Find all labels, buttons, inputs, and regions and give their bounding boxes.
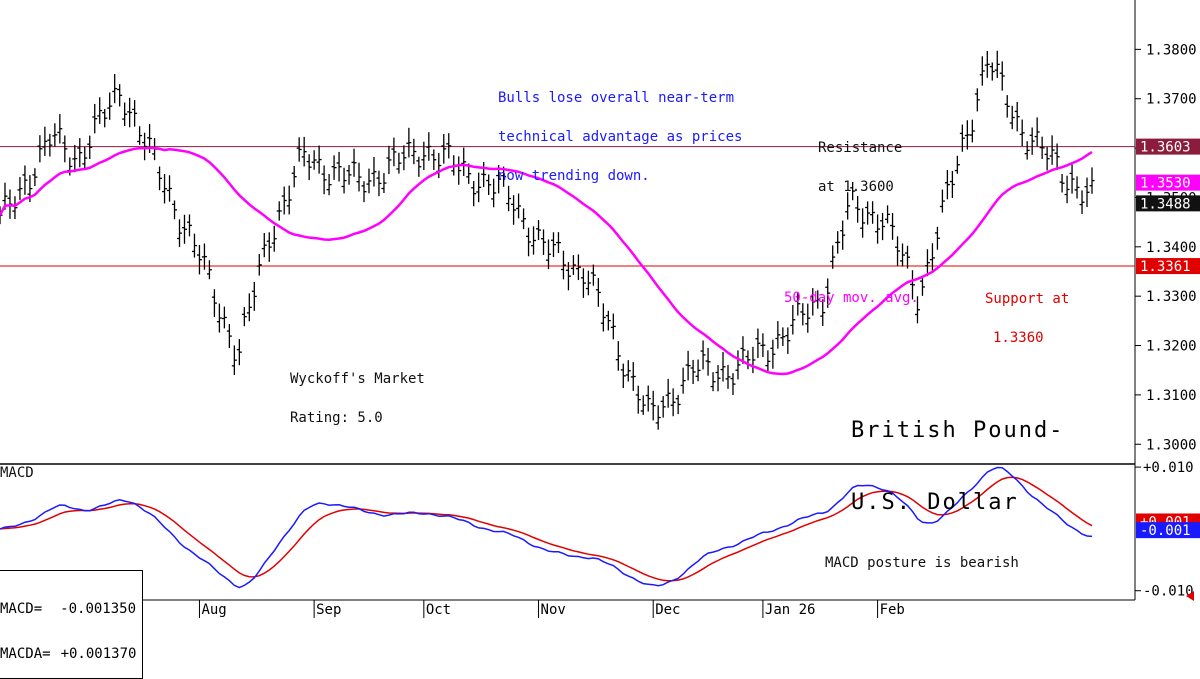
support-label-line: 1.3360: [993, 330, 1044, 346]
resistance-tag: 1.3603: [1140, 140, 1191, 156]
macd-lines: [0, 466, 1093, 589]
macd-tick-label: -0.010: [1143, 584, 1194, 600]
moving-average: [0, 146, 1093, 376]
annotation-line: technical advantage as prices: [498, 129, 743, 145]
chart-svg: 1.30001.31001.32001.33001.34001.35001.36…: [0, 0, 1200, 618]
axes-frame: [0, 0, 1136, 601]
macd-tag: -0.001: [1140, 523, 1191, 539]
time-tick-label: Oct: [426, 602, 451, 618]
resistance-label-line: Resistance: [818, 140, 903, 156]
moving-average-tag-box: [1136, 174, 1200, 191]
market-rating: Wyckoff's Market Rating: 5.0: [290, 347, 425, 438]
macd-axis: +0.010 -0.010: [1135, 460, 1194, 600]
resistance-tag-box: [1136, 138, 1200, 155]
macda-readout-value: +0.001370: [60, 646, 137, 662]
market-rating-line: Wyckoff's Market: [290, 371, 425, 387]
macd-readout-label: MACD=: [0, 601, 43, 617]
macd-readout-row: MACD= -0.001350: [0, 602, 136, 617]
time-tick-label: Sep: [316, 602, 341, 618]
chart-title: British Pound- U.S. Dollar: [851, 371, 1064, 539]
macd-readout-row: MACDA= +0.001370: [0, 647, 136, 662]
last-price-tag: 1.3488: [1140, 196, 1191, 212]
price-tick-label: 1.3200: [1146, 339, 1197, 355]
macda-readout-label: MACDA=: [0, 646, 51, 662]
price-axis: 1.30001.31001.32001.33001.34001.35001.36…: [1135, 42, 1197, 453]
support-tag-box: [1136, 258, 1200, 275]
time-tick-label: Dec: [655, 602, 680, 618]
chart-title-line: British Pound-: [851, 418, 1065, 443]
annotation-text: Bulls lose overall near-term technical a…: [498, 66, 742, 196]
moving-average-label: 50-day mov. avg.: [784, 290, 919, 306]
time-tick-label: Feb: [880, 602, 905, 618]
macd-panel-title: MACD: [0, 465, 34, 481]
macd-line: [0, 466, 1093, 589]
annotation-line: now trending down.: [498, 168, 650, 184]
chart-title-line: U.S. Dollar: [851, 490, 1019, 515]
resistance-label: Resistance at 1.3600: [818, 116, 902, 207]
macd-note: MACD posture is bearish: [825, 555, 1019, 571]
macd-tick-label: +0.010: [1143, 460, 1194, 476]
moving-average-line: [0, 146, 1093, 376]
support-tag: 1.3361: [1140, 259, 1191, 275]
price-tick-label: 1.3800: [1146, 42, 1197, 58]
scroll-arrow-icon[interactable]: [1186, 591, 1194, 601]
time-tick-label: Aug: [201, 602, 226, 618]
macd-readout-value: -0.001350: [60, 601, 137, 617]
last-price-tag-box: [1136, 195, 1200, 212]
level-lines: [0, 146, 1135, 267]
price-bars: [0, 50, 1095, 430]
annotation-line: Bulls lose overall near-term: [498, 90, 735, 106]
price-tick-label: 1.3400: [1146, 240, 1197, 256]
macd-tag-box: [1136, 522, 1200, 539]
time-tick-label: Nov: [541, 602, 566, 618]
macd-readout: MACD= -0.001350 MACDA= +0.001370: [0, 570, 144, 679]
moving-average-tag: 1.3530: [1140, 176, 1191, 192]
price-tick-label: 1.3700: [1146, 92, 1197, 108]
time-tick-label: Jan 26: [765, 602, 816, 618]
support-label-line: Support at: [985, 291, 1070, 307]
resistance-label-line: at 1.3600: [818, 179, 894, 195]
price-tick-label: 1.3100: [1146, 388, 1197, 404]
support-label: Support at 1.3360: [985, 267, 1069, 358]
price-tick-label: 1.3000: [1146, 437, 1197, 453]
signal-line: [0, 476, 1093, 582]
market-rating-line: Rating: 5.0: [290, 410, 383, 426]
price-tick-label: 1.3300: [1146, 289, 1197, 305]
